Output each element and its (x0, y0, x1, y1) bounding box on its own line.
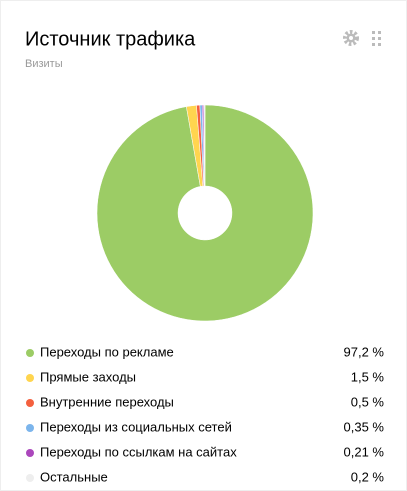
chart-subtitle: Визиты (25, 58, 63, 70)
legend-label: Переходы из социальных сетей (40, 419, 232, 434)
legend-label: Внутренние переходы (40, 394, 174, 409)
value-label: 0,5 % (351, 394, 385, 409)
legend-label: Переходы по ссылкам на сайтах (40, 444, 237, 459)
legend-label: Переходы по рекламе (40, 344, 174, 359)
value-label: 0,35 % (344, 419, 385, 434)
value-label: 0,21 % (344, 444, 385, 459)
legend-marker (26, 424, 34, 432)
value-label: 97,2 % (344, 344, 385, 359)
chart-title: Источник трафика (25, 28, 196, 50)
value-label: 0,2 % (351, 469, 385, 484)
legend-marker (26, 399, 34, 407)
legend-label: Прямые заходы (40, 369, 136, 384)
pie-slice (96, 104, 314, 322)
settings-icon[interactable] (343, 30, 359, 46)
legend-marker (26, 474, 34, 482)
legend-marker (26, 349, 34, 357)
legend-label: Остальные (40, 469, 108, 484)
drag-icon[interactable] (372, 31, 381, 46)
value-label: 1,5 % (351, 369, 385, 384)
pie-slice (203, 104, 206, 187)
legend-marker (26, 374, 34, 382)
legend-marker (26, 449, 34, 457)
